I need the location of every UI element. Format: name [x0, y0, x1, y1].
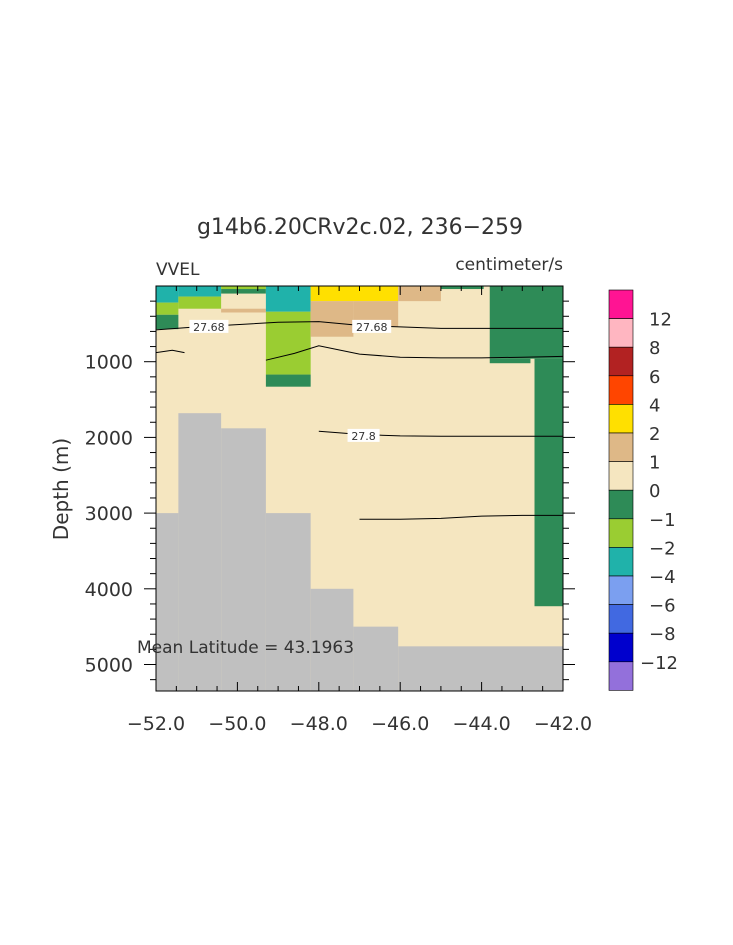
colorbar-label: 1	[649, 453, 660, 474]
velocity-cell	[221, 289, 266, 294]
seafloor-land	[156, 513, 179, 691]
variable-label: VVEL	[156, 260, 200, 280]
y-tick-label: 4000	[85, 579, 133, 601]
y-tick-label: 2000	[85, 427, 133, 449]
colorbar-swatch	[608, 489, 634, 520]
contour-label: 27.8	[351, 430, 376, 443]
units-label: centimeter/s	[455, 255, 563, 275]
y-tick-label: 1000	[85, 352, 133, 374]
colorbar-swatch	[608, 518, 634, 548]
colorbar-label: 2	[649, 424, 660, 445]
mean-latitude-annotation: Mean Latitude = 43.1963	[137, 638, 354, 658]
colorbar-label: 12	[649, 310, 672, 331]
x-tick-label: −50.0	[208, 713, 266, 735]
density-contour	[359, 514, 563, 520]
colorbar-swatch	[608, 375, 634, 405]
y-tick-label: 5000	[85, 655, 133, 677]
velocity-cell	[265, 374, 311, 387]
velocity-cell	[178, 296, 222, 309]
x-tick-label: −42.0	[534, 713, 592, 735]
contour-label: 27.68	[193, 321, 225, 334]
colorbar-swatch	[608, 289, 634, 319]
velocity-cell	[489, 358, 531, 364]
colorbar-label: −8	[649, 624, 676, 645]
seafloor-land	[265, 513, 311, 691]
contour-label-box	[352, 319, 392, 333]
density-contour	[265, 345, 564, 361]
seafloor-land	[310, 588, 354, 691]
colorbar-swatch	[608, 547, 634, 577]
x-tick-label: −46.0	[371, 713, 429, 735]
colorbar-swatch	[608, 461, 634, 491]
colorbar-label: 8	[649, 338, 660, 359]
colorbar-swatch	[608, 346, 634, 377]
velocity-cell	[398, 286, 441, 302]
contour-label-box	[347, 428, 380, 442]
contour-label-box	[189, 319, 229, 333]
y-axis: 1000 2000 3000 4000 5000	[85, 300, 575, 681]
velocity-cell	[440, 286, 484, 290]
colorbar-legend: 12 8 6 4 2 1 0 −1 −2 −4 −6 −8 −12	[608, 289, 678, 691]
colorbar-swatch	[608, 575, 634, 605]
velocity-cell	[221, 308, 266, 313]
x-tick-label: −48.0	[290, 713, 348, 735]
colorbar-swatch	[608, 432, 634, 462]
velocity-cell	[178, 286, 222, 297]
colorbar-label: 0	[649, 481, 660, 502]
x-axis: −52.0 −50.0 −48.0 −46.0 −44.0 −42.0	[127, 286, 592, 735]
y-axis-label: Depth (m)	[49, 438, 73, 540]
colorbar-label: −1	[649, 510, 676, 531]
velocity-cell	[265, 311, 311, 375]
colorbar-swatch	[608, 661, 634, 691]
velocity-cell	[310, 286, 399, 302]
seafloor-land	[353, 626, 399, 691]
x-tick-label: −44.0	[452, 713, 510, 735]
velocity-cell	[221, 286, 266, 290]
velocity-cell	[156, 314, 179, 330]
velocity-cell	[156, 302, 179, 315]
colorbar-swatch	[608, 632, 634, 663]
x-tick-label: −52.0	[127, 713, 185, 735]
contour-label: 27.68	[356, 321, 388, 334]
seafloor-land	[178, 413, 222, 691]
density-contour	[155, 349, 185, 354]
y-tick-label: 3000	[85, 503, 133, 525]
velocity-cell	[534, 358, 563, 607]
colorbar-label: 6	[649, 367, 660, 388]
seafloor-land	[221, 428, 266, 691]
colorbar-label: 4	[649, 395, 660, 416]
colorbar-label: −4	[649, 567, 676, 588]
colorbar-label: −2	[649, 538, 676, 559]
chart-title: g14b6.20CRv2c.02, 236−259	[197, 215, 523, 240]
velocity-cell	[265, 286, 311, 312]
velocity-cell	[310, 301, 354, 337]
colorbar-label: −6	[649, 596, 676, 617]
colorbar-label: −12	[640, 653, 678, 674]
colorbar-swatch	[608, 604, 634, 634]
velocity-cell	[156, 286, 179, 303]
plot-area: 27.68 27.68 27.8	[155, 285, 564, 692]
velocity-cell	[489, 286, 563, 359]
colorbar-swatch	[608, 318, 634, 348]
seafloor-land	[398, 646, 563, 691]
colorbar-swatch	[608, 404, 634, 434]
